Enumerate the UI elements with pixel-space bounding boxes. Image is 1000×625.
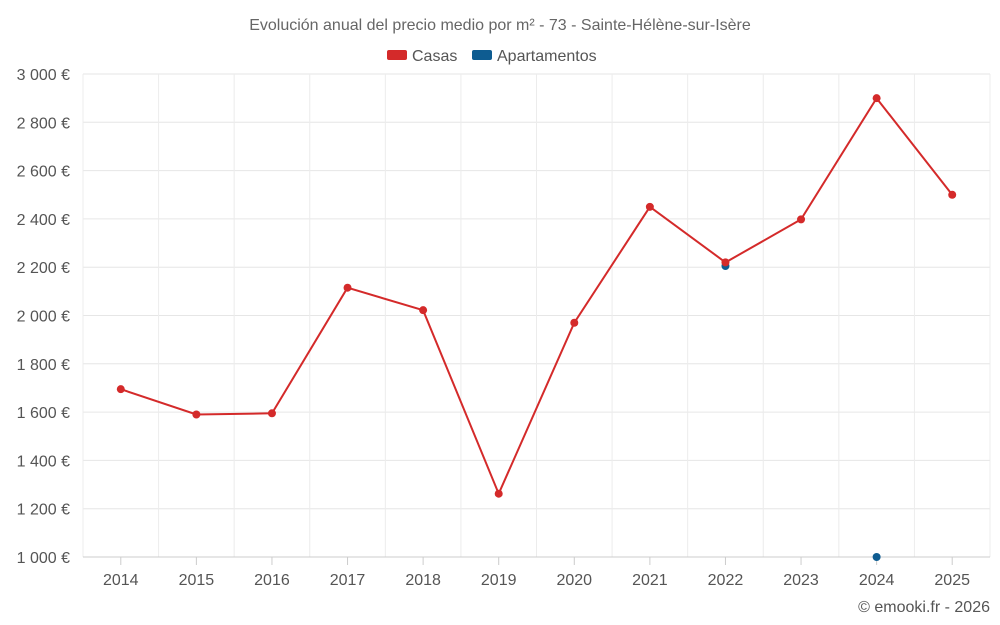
series-apartamentos bbox=[721, 261, 881, 561]
y-tick-label: 1 000 € bbox=[17, 550, 70, 567]
legend: Casas Apartamentos bbox=[387, 48, 597, 65]
legend-swatch-apartamentos bbox=[472, 50, 492, 60]
data-point-casas-2023[interactable] bbox=[797, 215, 806, 224]
data-point-casas-2018[interactable] bbox=[419, 306, 428, 315]
y-tick-label: 2 000 € bbox=[17, 309, 70, 326]
credit-text: © emooki.fr - 2026 bbox=[858, 599, 990, 616]
x-tick-label: 2018 bbox=[405, 572, 441, 589]
series-layer bbox=[116, 94, 957, 561]
chart-title: Evolución anual del precio medio por m² … bbox=[249, 17, 751, 34]
x-tick-label: 2017 bbox=[330, 572, 366, 589]
data-point-casas-2024[interactable] bbox=[872, 94, 881, 103]
y-tick-label: 1 200 € bbox=[17, 502, 70, 519]
legend-label-apartamentos: Apartamentos bbox=[497, 48, 597, 65]
y-tick-label: 2 600 € bbox=[17, 164, 70, 181]
legend-swatch-casas bbox=[387, 50, 407, 60]
y-tick-label: 2 200 € bbox=[17, 260, 70, 277]
x-tick-label: 2025 bbox=[934, 572, 970, 589]
x-tick-label: 2014 bbox=[103, 572, 139, 589]
grid bbox=[82, 73, 991, 558]
x-tick-label: 2016 bbox=[254, 572, 290, 589]
data-point-casas-2015[interactable] bbox=[192, 410, 201, 419]
data-point-casas-2017[interactable] bbox=[343, 283, 352, 292]
y-tick-label: 3 000 € bbox=[17, 67, 70, 84]
legend-item-casas[interactable]: Casas bbox=[387, 48, 457, 65]
data-point-casas-2021[interactable] bbox=[645, 202, 654, 211]
data-point-casas-2022[interactable] bbox=[721, 258, 730, 267]
legend-item-apartamentos[interactable]: Apartamentos bbox=[472, 48, 597, 65]
series-line-casas bbox=[120, 96, 953, 497]
y-tick-label: 1 800 € bbox=[17, 357, 70, 374]
x-tick-label: 2024 bbox=[859, 572, 895, 589]
y-tick-label: 2 800 € bbox=[17, 115, 70, 132]
x-tick-label: 2021 bbox=[632, 572, 668, 589]
series-casas bbox=[116, 94, 957, 498]
x-tick-label: 2015 bbox=[179, 572, 215, 589]
data-point-casas-2025[interactable] bbox=[948, 190, 957, 199]
y-tick-label: 2 400 € bbox=[17, 212, 70, 229]
data-point-casas-2016[interactable] bbox=[267, 409, 276, 418]
x-tick-label: 2022 bbox=[708, 572, 744, 589]
x-tick-label: 2023 bbox=[783, 572, 819, 589]
y-tick-label: 1 400 € bbox=[17, 453, 70, 470]
legend-label-casas: Casas bbox=[412, 48, 457, 65]
data-point-casas-2019[interactable] bbox=[494, 489, 503, 498]
y-tick-label: 1 600 € bbox=[17, 405, 70, 422]
x-tick-label: 2019 bbox=[481, 572, 517, 589]
axes: 1 000 € 1 200 € 1 400 € 1 600 € 1 800 € 2 000… bbox=[17, 67, 990, 589]
data-point-casas-2020[interactable] bbox=[570, 318, 579, 327]
x-tick-label: 2020 bbox=[556, 572, 592, 589]
data-point-apartamentos-2024[interactable] bbox=[872, 553, 881, 561]
data-point-casas-2014[interactable] bbox=[116, 385, 125, 394]
